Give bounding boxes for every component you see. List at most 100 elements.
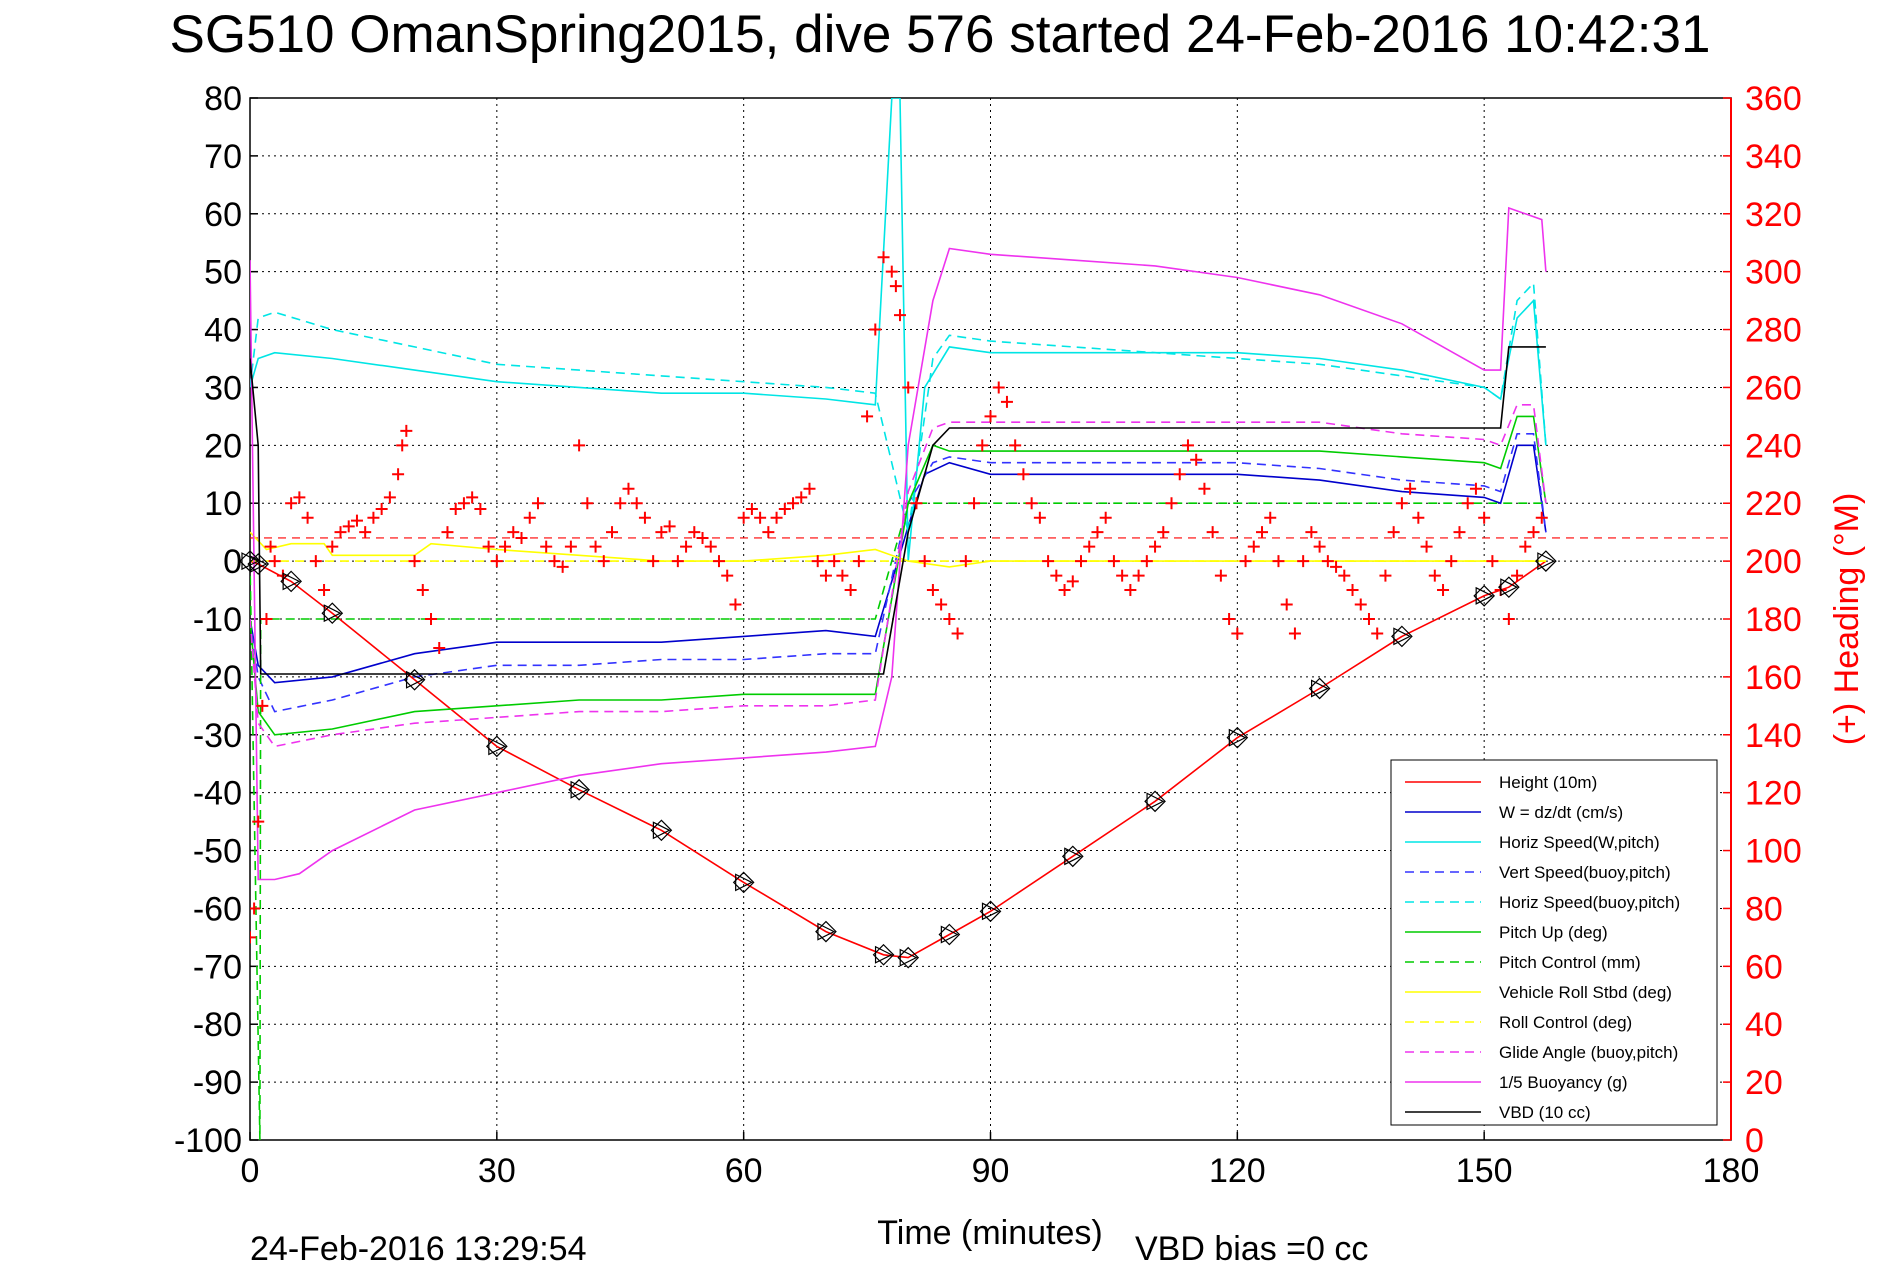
heading-marker [1305,526,1318,539]
heading-marker [383,491,396,504]
x-axis-label: Time (minutes) [877,1214,1102,1252]
heading-marker [1058,584,1071,597]
heading-marker [795,491,808,504]
right-tick-label: 340 [1745,138,1802,176]
height-diamond-marker [938,923,961,946]
heading-marker [1280,598,1293,611]
heading-marker [375,503,388,516]
heading-marker [326,540,339,553]
right-tick-label: 60 [1745,948,1783,986]
heading-marker [737,511,750,524]
left-tick-label: -30 [193,717,242,755]
heading-marker [334,526,347,539]
right-tick-label: 20 [1745,1064,1783,1102]
heading-marker [1075,555,1088,568]
left-axis-ticks: 80 70 60 50 40 30 20 10 0 -10 -20 -30 -40 -50 -60 -70 -8… [174,80,258,1160]
legend-label-vbd-10-cc: VBD (10 cc) [1499,1103,1591,1122]
heading-marker [350,514,363,527]
heading-marker [712,555,725,568]
height-diamond-marker [280,570,302,593]
left-tick-label: 40 [204,312,242,350]
height-diamond-marker [1308,677,1331,700]
heading-marker [1009,439,1022,452]
left-tick-label: -70 [193,948,242,986]
heading-marker [1272,555,1285,568]
heading-marker [1099,511,1112,524]
left-tick-label: 10 [204,485,242,523]
height-triangle-marker [1537,552,1556,571]
left-tick-label: -40 [193,775,242,813]
heading-marker [396,439,409,452]
chart-title: SG510 OmanSpring2015, dive 576 started 2… [170,5,1711,64]
heading-marker [425,613,438,625]
x-tick-label: 30 [478,1152,516,1190]
right-tick-label: 140 [1745,717,1802,755]
heading-marker [704,540,717,553]
height-markers [239,550,1557,969]
heading-marker [523,511,536,524]
heading-marker [1445,555,1458,568]
heading-marker [515,531,528,544]
heading-marker [1000,395,1013,408]
heading-marker [630,497,643,510]
heading-marker [861,410,874,423]
left-tick-label: -100 [174,1122,242,1160]
heading-marker [1091,526,1104,539]
heading-marker [597,555,610,568]
heading-marker [622,482,635,495]
heading-marker [1313,540,1326,553]
x-tick-label: 90 [972,1152,1010,1190]
heading-marker [951,627,964,640]
height-triangle-marker [940,925,959,944]
heading-marker [1387,526,1400,539]
left-tick-label: -80 [193,1006,242,1044]
heading-marker [342,520,355,533]
heading-marker [721,569,734,582]
legend-label-glide-angle-buoy-pitch: Glide Angle (buoy,pitch) [1499,1043,1678,1062]
heading-marker [1247,540,1260,553]
heading-marker [466,491,479,504]
heading-marker [1395,497,1408,510]
right-axis-ticks: 3603403203002802602402202001801601401201… [1723,80,1802,1160]
heading-marker [301,511,314,524]
heading-marker [680,540,693,553]
legend-label-1-5-buoyancy-g: 1/5 Buoyancy (g) [1499,1073,1628,1092]
heading-marker [1042,555,1055,568]
x-tick-label: 150 [1456,1152,1513,1190]
heading-marker [893,309,906,322]
heading-marker [762,526,775,539]
heading-marker [1157,526,1170,539]
height-diamond-marker [321,602,344,625]
left-tick-label: 30 [204,369,242,407]
x-tick-label: 0 [241,1152,260,1190]
heading-marker [260,613,273,625]
heading-marker [1437,584,1450,597]
height-diamond-marker [815,920,837,943]
height-diamond-marker [247,553,270,575]
height-triangle-marker [570,780,589,799]
heading-marker [1354,598,1367,611]
right-tick-label: 120 [1745,775,1802,813]
right-axis-label: (+) Heading (°M) [1828,493,1866,746]
heading-marker [1330,560,1343,573]
heading-marker [1346,584,1359,597]
heading-marker [1379,569,1392,582]
x-tick-label: 180 [1703,1152,1760,1190]
height-diamond-marker [1535,550,1557,572]
right-tick-label: 280 [1745,312,1802,350]
right-tick-label: 40 [1745,1006,1783,1044]
heading-marker [482,540,495,553]
heading-marker [1469,482,1482,495]
heading-marker [400,424,413,437]
heading-marker [811,555,824,568]
left-tick-label: 70 [204,138,242,176]
height-triangle-marker [1311,679,1329,698]
heading-marker [433,641,446,654]
height-triangle-marker [1500,578,1519,597]
height-triangle-marker [1475,586,1494,605]
legend-label-roll-control-deg: Roll Control (deg) [1499,1013,1632,1032]
heading-marker [309,555,322,568]
heading-marker [1033,511,1046,524]
height-diamond-marker [979,900,1002,923]
heading-marker [548,555,561,568]
